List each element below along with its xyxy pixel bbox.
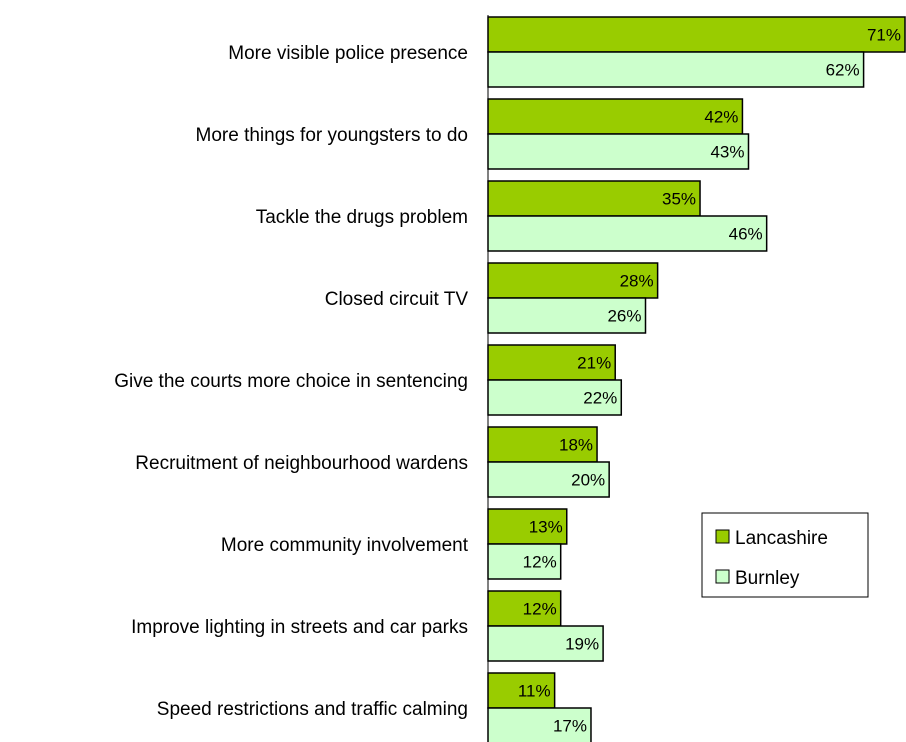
bar-lancashire — [487, 180, 701, 217]
legend: Lancashire Burnley — [701, 512, 869, 598]
data-label-lancashire: 11% — [518, 682, 551, 701]
legend-label-lancashire: Lancashire — [735, 528, 828, 549]
bar-burnley — [487, 297, 647, 334]
bar-burnley — [487, 215, 768, 252]
category-label: More things for youngsters to do — [196, 125, 468, 146]
legend-label-burnley: Burnley — [735, 568, 800, 589]
legend-swatch-lancashire — [715, 529, 730, 544]
data-label-burnley: 26% — [607, 307, 641, 326]
bar-lancashire — [487, 590, 562, 627]
data-label-lancashire: 42% — [704, 108, 738, 127]
bar-burnley — [487, 51, 865, 88]
value-labels: 71% 62% 42% 43% 35% 46% 28% 26% 21% 22% 18% 20% 13% 1… — [518, 26, 901, 736]
data-label-lancashire: 28% — [620, 272, 654, 291]
category-labels: More visible police presence More things … — [114, 43, 469, 720]
bar-burnley — [487, 625, 604, 662]
category-label: Improve lighting in streets and car park… — [131, 617, 468, 638]
data-label-burnley: 43% — [710, 143, 744, 162]
bars — [487, 16, 906, 742]
data-label-burnley: 20% — [571, 471, 605, 490]
category-label: More community involvement — [221, 535, 469, 556]
data-label-lancashire: 18% — [559, 436, 593, 455]
category-label: Give the courts more choice in sentencin… — [114, 371, 468, 392]
bar-burnley — [487, 133, 750, 170]
data-label-burnley: 17% — [553, 717, 587, 736]
data-label-lancashire: 71% — [867, 26, 901, 45]
category-label: Tackle the drugs problem — [256, 207, 468, 228]
data-label-burnley: 62% — [826, 61, 860, 80]
bar-lancashire — [487, 16, 906, 53]
data-label-burnley: 22% — [583, 389, 617, 408]
data-label-burnley: 19% — [565, 635, 599, 654]
category-label: Recruitment of neighbourhood wardens — [135, 453, 468, 474]
data-label-lancashire: 12% — [523, 600, 557, 619]
category-label: Speed restrictions and traffic calming — [157, 699, 468, 720]
data-label-burnley: 46% — [729, 225, 763, 244]
legend-swatch-burnley — [715, 569, 730, 584]
bar-burnley — [487, 707, 592, 742]
category-label: Closed circuit TV — [325, 289, 469, 310]
legend-box — [701, 512, 869, 598]
data-label-lancashire: 21% — [577, 354, 611, 373]
data-label-lancashire: 35% — [662, 190, 696, 209]
category-label: More visible police presence — [228, 43, 468, 64]
data-label-lancashire: 13% — [529, 518, 563, 537]
data-label-burnley: 12% — [523, 553, 557, 572]
